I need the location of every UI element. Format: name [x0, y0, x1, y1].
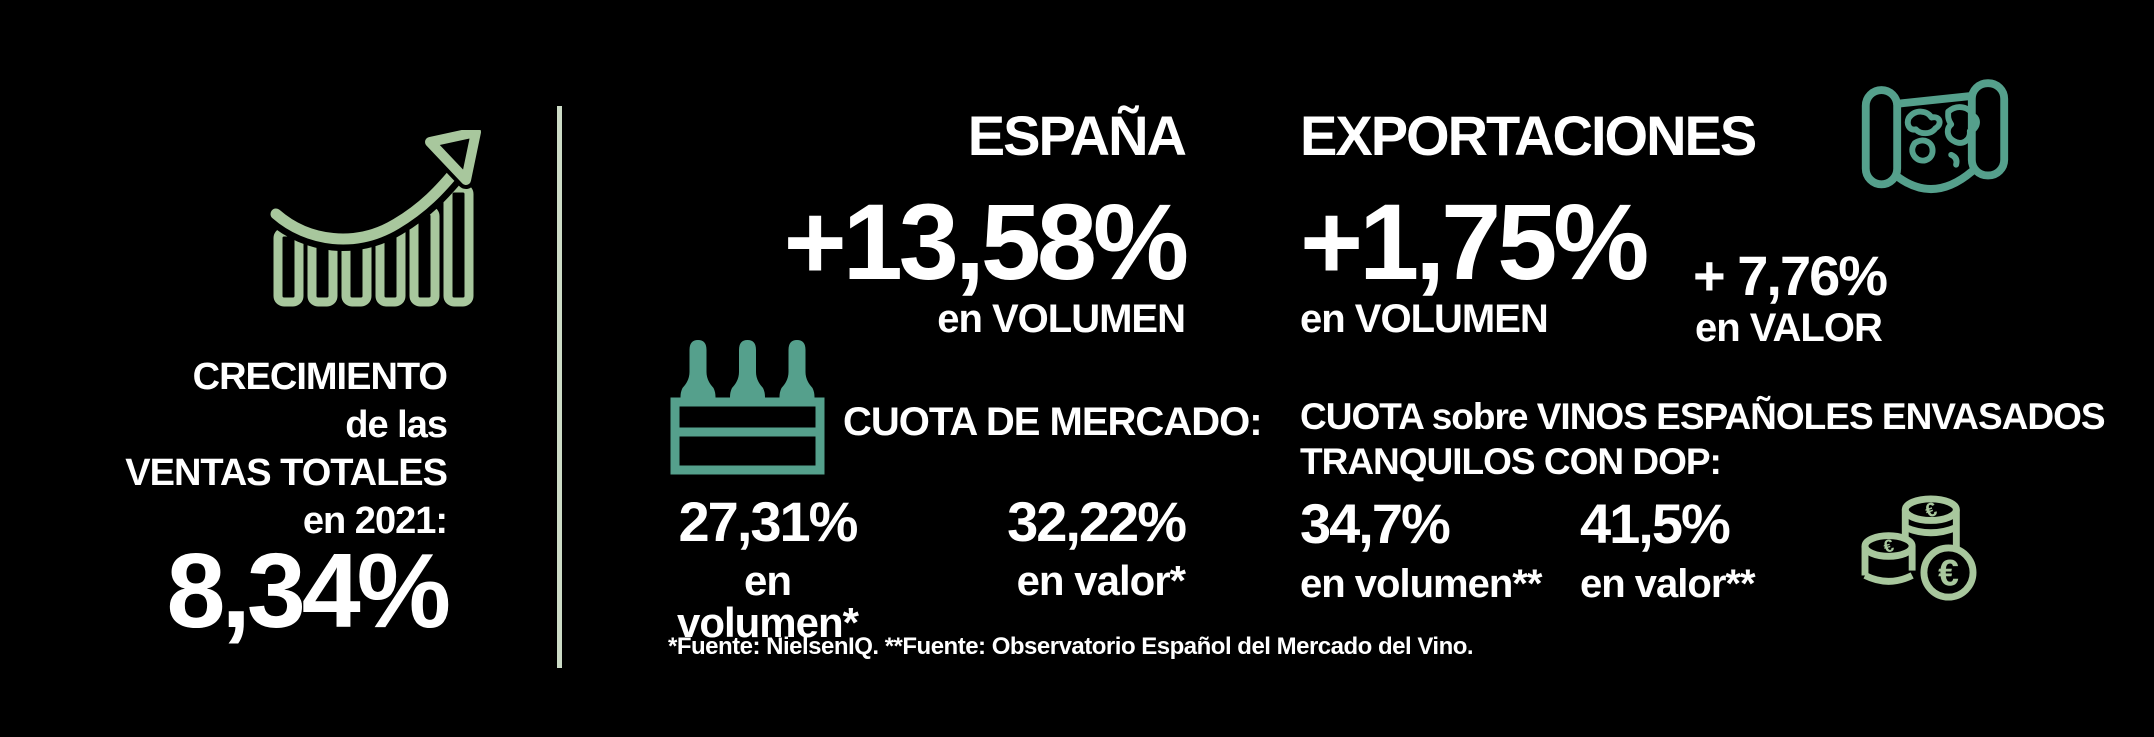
- spain-share-volume-value: 27,31%: [678, 490, 859, 553]
- dop-share-title: CUOTA sobre VINOS ESPAÑOLES ENVASADOS TR…: [1300, 394, 2106, 484]
- exports-value-label: en VALOR: [1695, 306, 1883, 350]
- sources-footnote: *Fuente: NielsenIQ. **Fuente: Observator…: [668, 633, 1474, 660]
- section-divider: [557, 106, 562, 668]
- spain-share-value: 32,22% en valor*: [950, 490, 1187, 604]
- svg-text:€: €: [1938, 551, 1959, 593]
- wine-crate-icon: [670, 340, 825, 475]
- exports-volume-label: en VOLUMEN: [1300, 297, 1549, 341]
- exports-heading: EXPORTACIONES: [1300, 104, 1757, 167]
- dop-share-value: 41,5% en valor**: [1580, 492, 1820, 606]
- dop-share-volume-value: 34,7%: [1300, 492, 1451, 555]
- dop-share-volume: 34,7% en volumen**: [1300, 492, 1580, 606]
- growth-chart-icon: [268, 130, 483, 307]
- left-title-line: CRECIMIENTO: [192, 356, 448, 398]
- dop-share-value-label: en valor**: [1580, 562, 1756, 606]
- total-sales-growth-value: 8,34%: [166, 532, 451, 650]
- world-map-icon: [1861, 79, 2009, 193]
- market-share-title: CUOTA DE MERCADO:: [843, 400, 1263, 444]
- spain-share-volume: 27,31% en volumen*: [650, 494, 885, 644]
- dop-share-volume-label: en volumen**: [1300, 562, 1542, 606]
- left-title: CRECIMIENTO de las VENTAS TOTALES en 202…: [60, 353, 448, 545]
- spain-share-volume-label: en volumen*: [676, 557, 859, 646]
- spain-share-value-value: 32,22%: [1007, 490, 1187, 553]
- exports-volume-change: +1,75%: [1300, 181, 1649, 302]
- spain-volume-change: +13,58%: [783, 181, 1189, 302]
- spain-volume-label: en VOLUMEN: [937, 297, 1186, 341]
- spain-heading: ESPAÑA: [967, 104, 1187, 167]
- spain-share-value-label: en valor*: [1016, 557, 1186, 604]
- dop-share-value-value: 41,5%: [1580, 492, 1731, 555]
- left-title-line: de las: [345, 404, 448, 446]
- dop-share-title-line2: TRANQUILOS CON DOP:: [1300, 441, 1722, 482]
- left-title-line: en 2021:: [302, 500, 448, 542]
- euro-coins-icon: € € €: [1861, 495, 1977, 601]
- dop-share-title-line1: CUOTA sobre VINOS ESPAÑOLES ENVASADOS: [1300, 396, 2106, 437]
- exports-value-change: + 7,76%: [1693, 244, 1888, 307]
- left-title-line: VENTAS TOTALES: [125, 452, 448, 494]
